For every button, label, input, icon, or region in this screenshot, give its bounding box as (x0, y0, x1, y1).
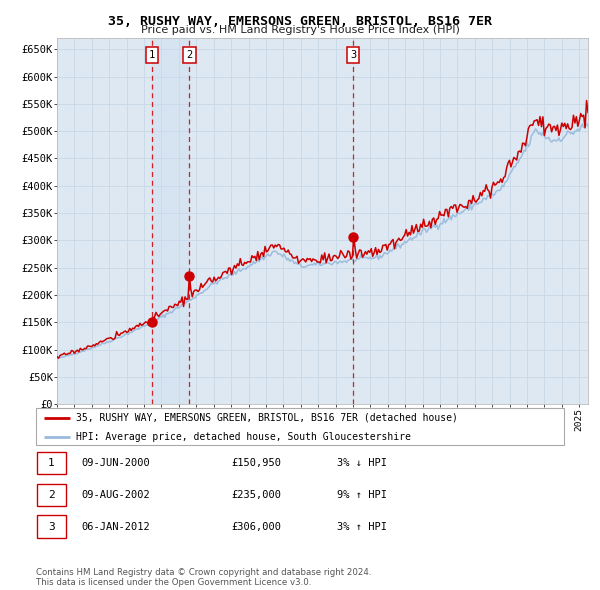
Bar (152, 38, 190, 404)
Text: 3: 3 (48, 522, 55, 532)
Text: 06-JAN-2012: 06-JAN-2012 (81, 522, 149, 532)
Text: 1: 1 (149, 50, 155, 60)
Text: 09-JUN-2000: 09-JUN-2000 (81, 458, 149, 468)
Bar (37, 452, 66, 474)
Text: Price paid vs. HM Land Registry's House Price Index (HPI): Price paid vs. HM Land Registry's House … (140, 25, 460, 35)
Text: Contains HM Land Registry data © Crown copyright and database right 2024.
This d: Contains HM Land Registry data © Crown c… (36, 568, 371, 587)
Text: 9% ↑ HPI: 9% ↑ HPI (337, 490, 387, 500)
Text: 09-AUG-2002: 09-AUG-2002 (81, 490, 149, 500)
Text: 3: 3 (350, 50, 356, 60)
Bar (37, 484, 66, 506)
Text: 35, RUSHY WAY, EMERSONS GREEN, BRISTOL, BS16 7ER (detached house): 35, RUSHY WAY, EMERSONS GREEN, BRISTOL, … (76, 412, 457, 422)
Text: 3% ↓ HPI: 3% ↓ HPI (337, 458, 387, 468)
Text: £150,950: £150,950 (232, 458, 281, 468)
Text: 1: 1 (48, 458, 55, 468)
Text: HPI: Average price, detached house, South Gloucestershire: HPI: Average price, detached house, Sout… (76, 432, 410, 442)
Bar (37, 516, 66, 538)
Text: 3% ↑ HPI: 3% ↑ HPI (337, 522, 387, 532)
Text: 2: 2 (187, 50, 193, 60)
Text: £235,000: £235,000 (232, 490, 281, 500)
Text: 2: 2 (48, 490, 55, 500)
Text: 35, RUSHY WAY, EMERSONS GREEN, BRISTOL, BS16 7ER: 35, RUSHY WAY, EMERSONS GREEN, BRISTOL, … (108, 15, 492, 28)
Text: £306,000: £306,000 (232, 522, 281, 532)
